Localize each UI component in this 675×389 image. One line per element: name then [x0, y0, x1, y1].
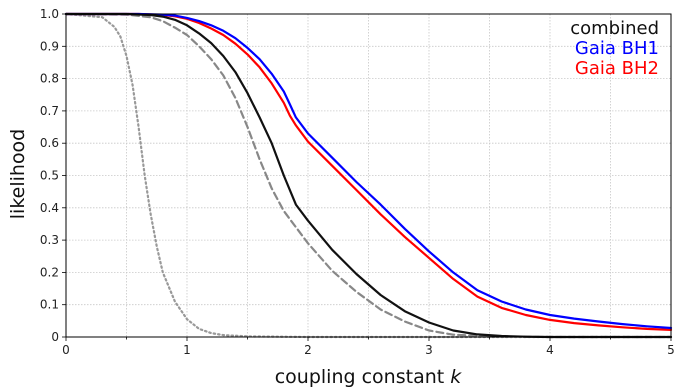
y-tick-label: 0.3	[40, 233, 59, 247]
y-tick-label: 0.8	[40, 72, 59, 86]
x-tick-label: 3	[425, 343, 433, 357]
legend-entry: Gaia BH2	[575, 58, 659, 79]
series-line-dashed	[64, 12, 673, 339]
x-tick-label: 0	[62, 343, 70, 357]
x-axis-label-variable: k	[450, 366, 462, 388]
series-lines	[64, 12, 673, 339]
y-tick-label: 0.4	[40, 201, 59, 215]
series-line-gaia-bh1	[64, 12, 673, 330]
x-tick-label: 1	[183, 343, 191, 357]
x-tick-label: 4	[546, 343, 554, 357]
y-tick-label: 0.6	[40, 136, 59, 150]
legend-entry: combined	[570, 18, 659, 39]
y-axis-label: likelihood	[7, 129, 29, 219]
legend-entry: Gaia BH1	[575, 38, 659, 59]
x-axis-label: coupling constant k	[275, 366, 463, 388]
series-line-combined	[64, 12, 673, 339]
y-tick-label: 0.1	[40, 298, 59, 312]
x-tick-label: 5	[667, 343, 675, 357]
y-tick-label: 1.0	[40, 7, 59, 21]
x-tick-label: 2	[304, 343, 312, 357]
axis-ticks: 0 1 2 3 4 5 0 0.1 0.2 0.3 0.4 0.5 0.6 0.7 0.8 0.9 1.0	[40, 7, 675, 357]
y-tick-label: 0.2	[40, 265, 59, 279]
x-axis-label-text: coupling constant	[275, 366, 451, 388]
series-line-gaia-bh2	[64, 12, 673, 331]
y-tick-label: 0.5	[40, 169, 59, 183]
y-tick-label: 0.9	[40, 39, 59, 53]
series-line-dotted	[64, 12, 673, 339]
y-tick-label: 0.7	[40, 104, 59, 118]
y-tick-label: 0	[51, 330, 59, 344]
